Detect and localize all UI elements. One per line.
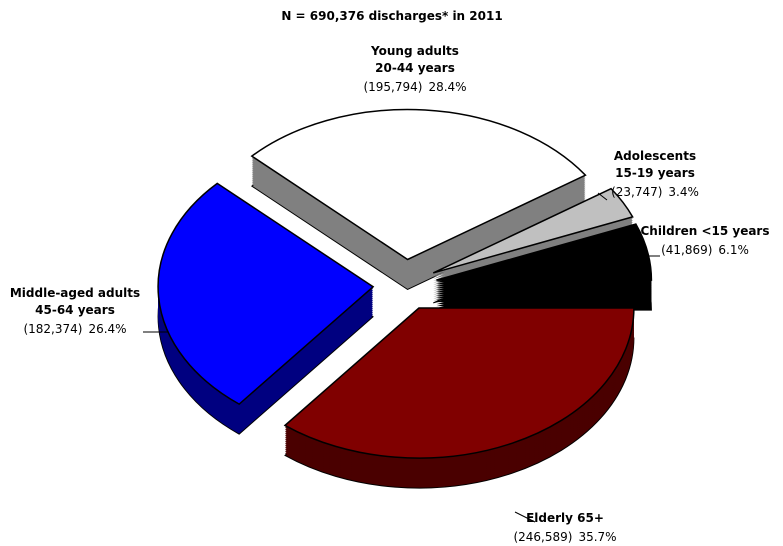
slice-label: 45-64 years (35, 303, 115, 317)
slice-value-label: (246,589) 35.7% (513, 530, 616, 544)
count-label: (41,869) (661, 243, 712, 257)
slice (436, 223, 653, 281)
count-label: (23,747) (611, 185, 662, 199)
count-label: (195,794) (363, 80, 422, 94)
slice-label: 20-44 years (375, 61, 455, 75)
percent-label: 28.4% (428, 80, 466, 94)
slice (250, 108, 587, 261)
slice-label: Children <15 years (641, 224, 770, 238)
slice-value-label: (182,374) 26.4% (23, 322, 126, 336)
slice-label: Elderly 65+ (526, 511, 604, 525)
percent-label: 6.1% (718, 243, 749, 257)
leader-line (597, 192, 608, 201)
leader-line (514, 511, 536, 523)
slice-value-label: (195,794) 28.4% (363, 80, 466, 94)
slice (157, 182, 375, 406)
percent-label: 3.4% (668, 185, 699, 199)
percent-label: 26.4% (88, 322, 126, 336)
slice-value-label: (41,869) 6.1% (661, 243, 749, 257)
chart-title: N = 690,376 discharges* in 2011 (281, 9, 502, 23)
slice-label: Young adults (370, 44, 459, 58)
slice-label: 15-19 years (615, 166, 695, 180)
percent-label: 35.7% (578, 530, 616, 544)
slice-value-label: (23,747) 3.4% (611, 185, 699, 199)
slice-label: Middle-aged adults (10, 286, 140, 300)
slice-label: Adolescents (614, 149, 696, 163)
slice (283, 307, 635, 459)
count-label: (182,374) (23, 322, 82, 336)
slice (432, 187, 634, 274)
count-label: (246,589) (513, 530, 572, 544)
